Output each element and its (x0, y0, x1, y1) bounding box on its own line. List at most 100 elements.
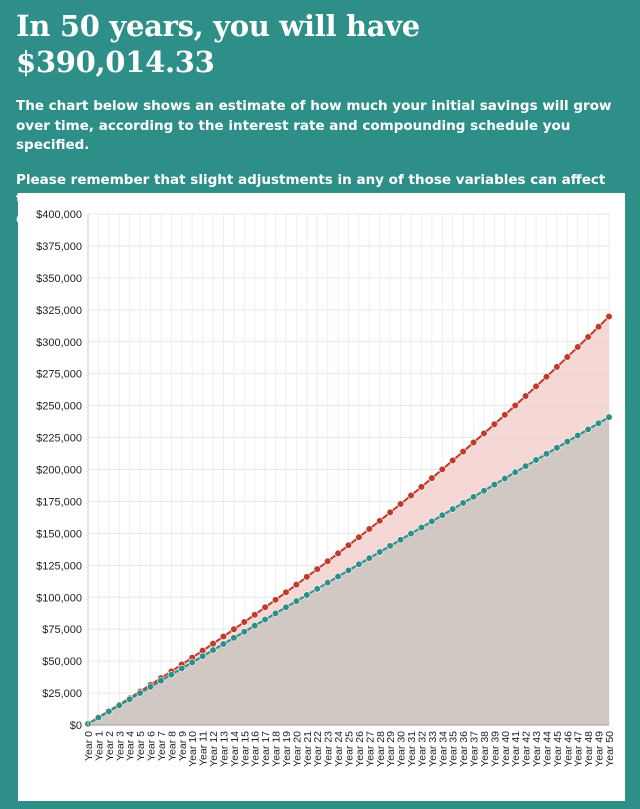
contributions-point (428, 517, 436, 525)
contributions-point (115, 701, 123, 709)
x-tick-label: Year 11 (198, 731, 210, 766)
chart-description: The chart below shows an estimate of how… (16, 98, 612, 153)
x-tick-label: Year 25 (344, 731, 356, 767)
total-point (271, 596, 280, 604)
total-point (469, 438, 478, 447)
contributions-point (334, 572, 342, 581)
total-point (344, 541, 353, 549)
x-tick-label: Year 6 (146, 731, 158, 761)
contributions-point (136, 689, 144, 697)
contributions-point (167, 671, 175, 679)
contributions-point (261, 615, 269, 624)
contributions-point (376, 548, 384, 556)
x-tick-label: Year 28 (375, 731, 387, 767)
total-point (553, 363, 561, 371)
contributions-point (313, 585, 321, 593)
x-tick-label: Year 30 (396, 731, 408, 767)
contributions-point (219, 640, 228, 648)
total-point (511, 401, 519, 410)
total-point (324, 557, 332, 565)
x-tick-label: Year 3 (114, 731, 126, 761)
total-point (417, 483, 426, 491)
total-point (355, 533, 363, 541)
contributions-point (355, 560, 363, 568)
contributions-point (511, 468, 519, 476)
contributions-point (594, 419, 603, 427)
contributions-point (532, 456, 540, 464)
total-point (365, 525, 373, 533)
x-tick-label: Year 35 (448, 731, 460, 767)
total-point (303, 573, 311, 581)
contributions-point (240, 628, 248, 636)
growth-chart: $0 $25,000 $50,000 $75,000 $100,000 $125,000 $… (36, 209, 616, 767)
y-tick-label: $325,000 (36, 305, 82, 317)
total-point (480, 429, 488, 438)
x-tick-label: Year 46 (562, 731, 574, 767)
total-point (574, 343, 582, 351)
total-point (407, 491, 415, 500)
contributions-point (438, 511, 446, 519)
y-tick-label: $25,000 (42, 688, 82, 700)
y-tick-label: $100,000 (36, 592, 82, 604)
contributions-point (469, 493, 478, 501)
total-point (605, 312, 613, 321)
x-tick-label: Year 31 (406, 731, 418, 767)
x-tick-label: Year 20 (291, 731, 303, 767)
y-tick-label: $200,000 (36, 465, 82, 477)
y-tick-label: $250,000 (36, 401, 82, 413)
x-tick-label: Year 5 (135, 731, 147, 761)
contributions-point (417, 523, 426, 532)
contributions-point (397, 536, 405, 544)
x-tick-label: Year 19 (281, 731, 293, 767)
contributions-point (199, 652, 207, 660)
x-tick-label: Year 15 (239, 731, 251, 767)
x-tick-label: Year 45 (552, 731, 564, 767)
contributions-point (563, 438, 571, 446)
x-tick-label: Year 38 (479, 731, 491, 767)
total-point (230, 625, 238, 633)
y-tick-label: $275,000 (36, 369, 82, 381)
x-tick-label: Year 47 (573, 731, 585, 767)
total-point (251, 611, 259, 619)
contributions-point (386, 542, 394, 550)
contributions-point (522, 462, 530, 470)
contributions-point (584, 425, 592, 433)
x-tick-label: Year 40 (500, 731, 512, 767)
contributions-point (230, 634, 238, 642)
total-point (459, 447, 467, 456)
x-tick-label: Year 10 (187, 731, 199, 767)
contributions-point (324, 579, 332, 587)
total-point (282, 588, 290, 596)
x-tick-label: Year 33 (427, 731, 439, 767)
contributions-point (449, 505, 457, 513)
y-tick-label: $75,000 (42, 624, 82, 636)
x-tick-label: Year 14 (229, 731, 241, 767)
chart-card: $0 $25,000 $50,000 $75,000 $100,000 $125,000 $… (18, 193, 625, 801)
total-point (292, 581, 301, 589)
contributions-point (271, 609, 280, 617)
x-tick-label: Year 34 (437, 731, 449, 767)
x-tick-label: Year 32 (416, 731, 428, 767)
x-tick-label: Year 21 (302, 731, 314, 767)
total-point (386, 508, 394, 517)
x-tick-label: Year 9 (177, 731, 189, 761)
contributions-point (459, 499, 467, 507)
total-point (594, 323, 603, 331)
x-tick-label: Year 48 (583, 731, 595, 767)
x-tick-label: Year 18 (271, 731, 283, 767)
x-tick-label: Year 16 (250, 731, 262, 767)
total-point (522, 392, 530, 400)
x-tick-label: Year 4 (125, 731, 137, 761)
total-point (209, 640, 217, 648)
y-tick-label: $50,000 (42, 656, 82, 668)
contributions-point (178, 664, 186, 673)
x-tick-label: Year 44 (541, 731, 553, 767)
x-tick-label: Year 50 (604, 731, 616, 767)
y-tick-label: $175,000 (36, 496, 82, 508)
total-point (532, 382, 540, 390)
x-tick-label: Year 22 (312, 731, 324, 767)
x-tick-label: Year 36 (458, 731, 470, 767)
x-tick-label: Year 49 (594, 731, 606, 767)
total-point (501, 411, 509, 419)
total-point (438, 465, 446, 474)
